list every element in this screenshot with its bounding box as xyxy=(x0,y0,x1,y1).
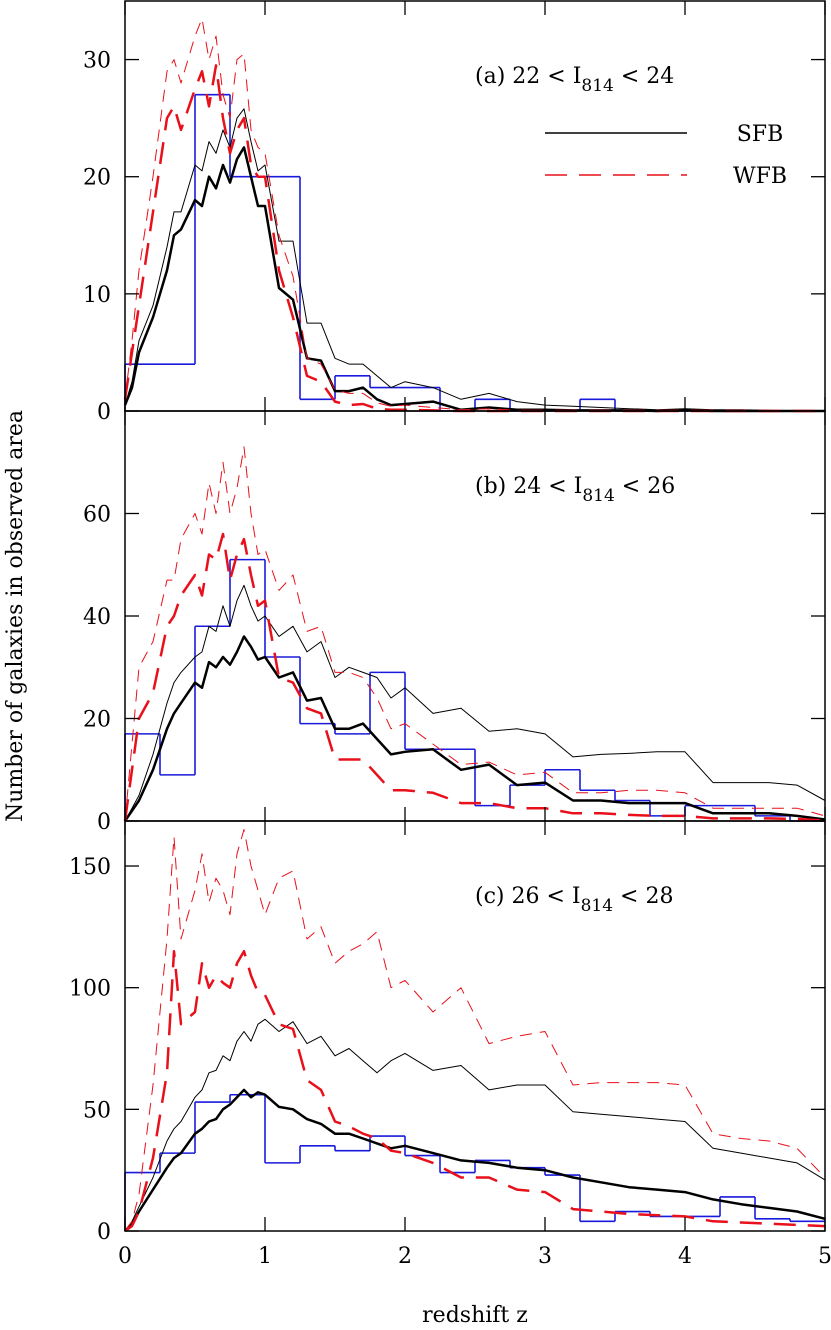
legend-label: WFB xyxy=(733,164,787,189)
y-tick-label: 150 xyxy=(69,855,111,880)
series-line xyxy=(123,146,825,413)
y-tick-label: 40 xyxy=(83,605,111,630)
y-tick-label: 100 xyxy=(69,977,111,1002)
series-line xyxy=(123,532,826,822)
panel-title: (a) 22 < I814 < 24 xyxy=(475,64,674,96)
y-tick-label: 10 xyxy=(83,283,111,308)
legend-label: SFB xyxy=(737,122,784,147)
x-tick-label: 0 xyxy=(118,1244,132,1269)
series-line xyxy=(124,949,826,1233)
y-tick-label: 30 xyxy=(83,49,111,74)
title-part: < 26 xyxy=(615,474,675,499)
y-tick-label: 20 xyxy=(83,708,111,733)
series-line xyxy=(124,584,826,822)
y-tick-label: 0 xyxy=(97,1220,111,1245)
series-line xyxy=(124,108,825,412)
title-part: 814 xyxy=(582,486,614,506)
y-tick-label: 50 xyxy=(83,1098,111,1123)
x-tick-label: 4 xyxy=(678,1244,692,1269)
x-tick-label: 5 xyxy=(818,1244,831,1269)
title-part: (b) 24 < I xyxy=(475,474,582,499)
series-line xyxy=(123,635,826,822)
title-part: (a) 22 < I xyxy=(475,64,581,89)
x-axis-label: redshift z xyxy=(422,1303,528,1328)
y-axis-label: Number of galaxies in observed area xyxy=(3,410,28,822)
panel-title: (c) 26 < I814 < 28 xyxy=(475,884,673,916)
x-tick-label: 2 xyxy=(398,1244,412,1269)
title-part: 814 xyxy=(581,76,613,96)
y-tick-label: 0 xyxy=(97,810,111,835)
y-tick-label: 60 xyxy=(83,503,111,528)
title-part: (c) 26 < I xyxy=(475,884,581,909)
plot-frame xyxy=(124,820,826,1232)
title-part: 814 xyxy=(581,896,613,916)
y-tick-label: 0 xyxy=(97,400,111,425)
title-part: < 28 xyxy=(613,884,673,909)
plot-frame xyxy=(124,0,826,412)
x-tick-label: 1 xyxy=(258,1244,272,1269)
x-tick-label: 3 xyxy=(538,1244,552,1269)
panel-title: (b) 24 < I814 < 26 xyxy=(475,474,675,506)
y-tick-label: 20 xyxy=(83,166,111,191)
series-line xyxy=(124,1018,826,1232)
series-line xyxy=(124,829,826,1232)
title-part: < 24 xyxy=(614,64,674,89)
series-line xyxy=(124,446,826,822)
series-line xyxy=(124,1088,826,1232)
